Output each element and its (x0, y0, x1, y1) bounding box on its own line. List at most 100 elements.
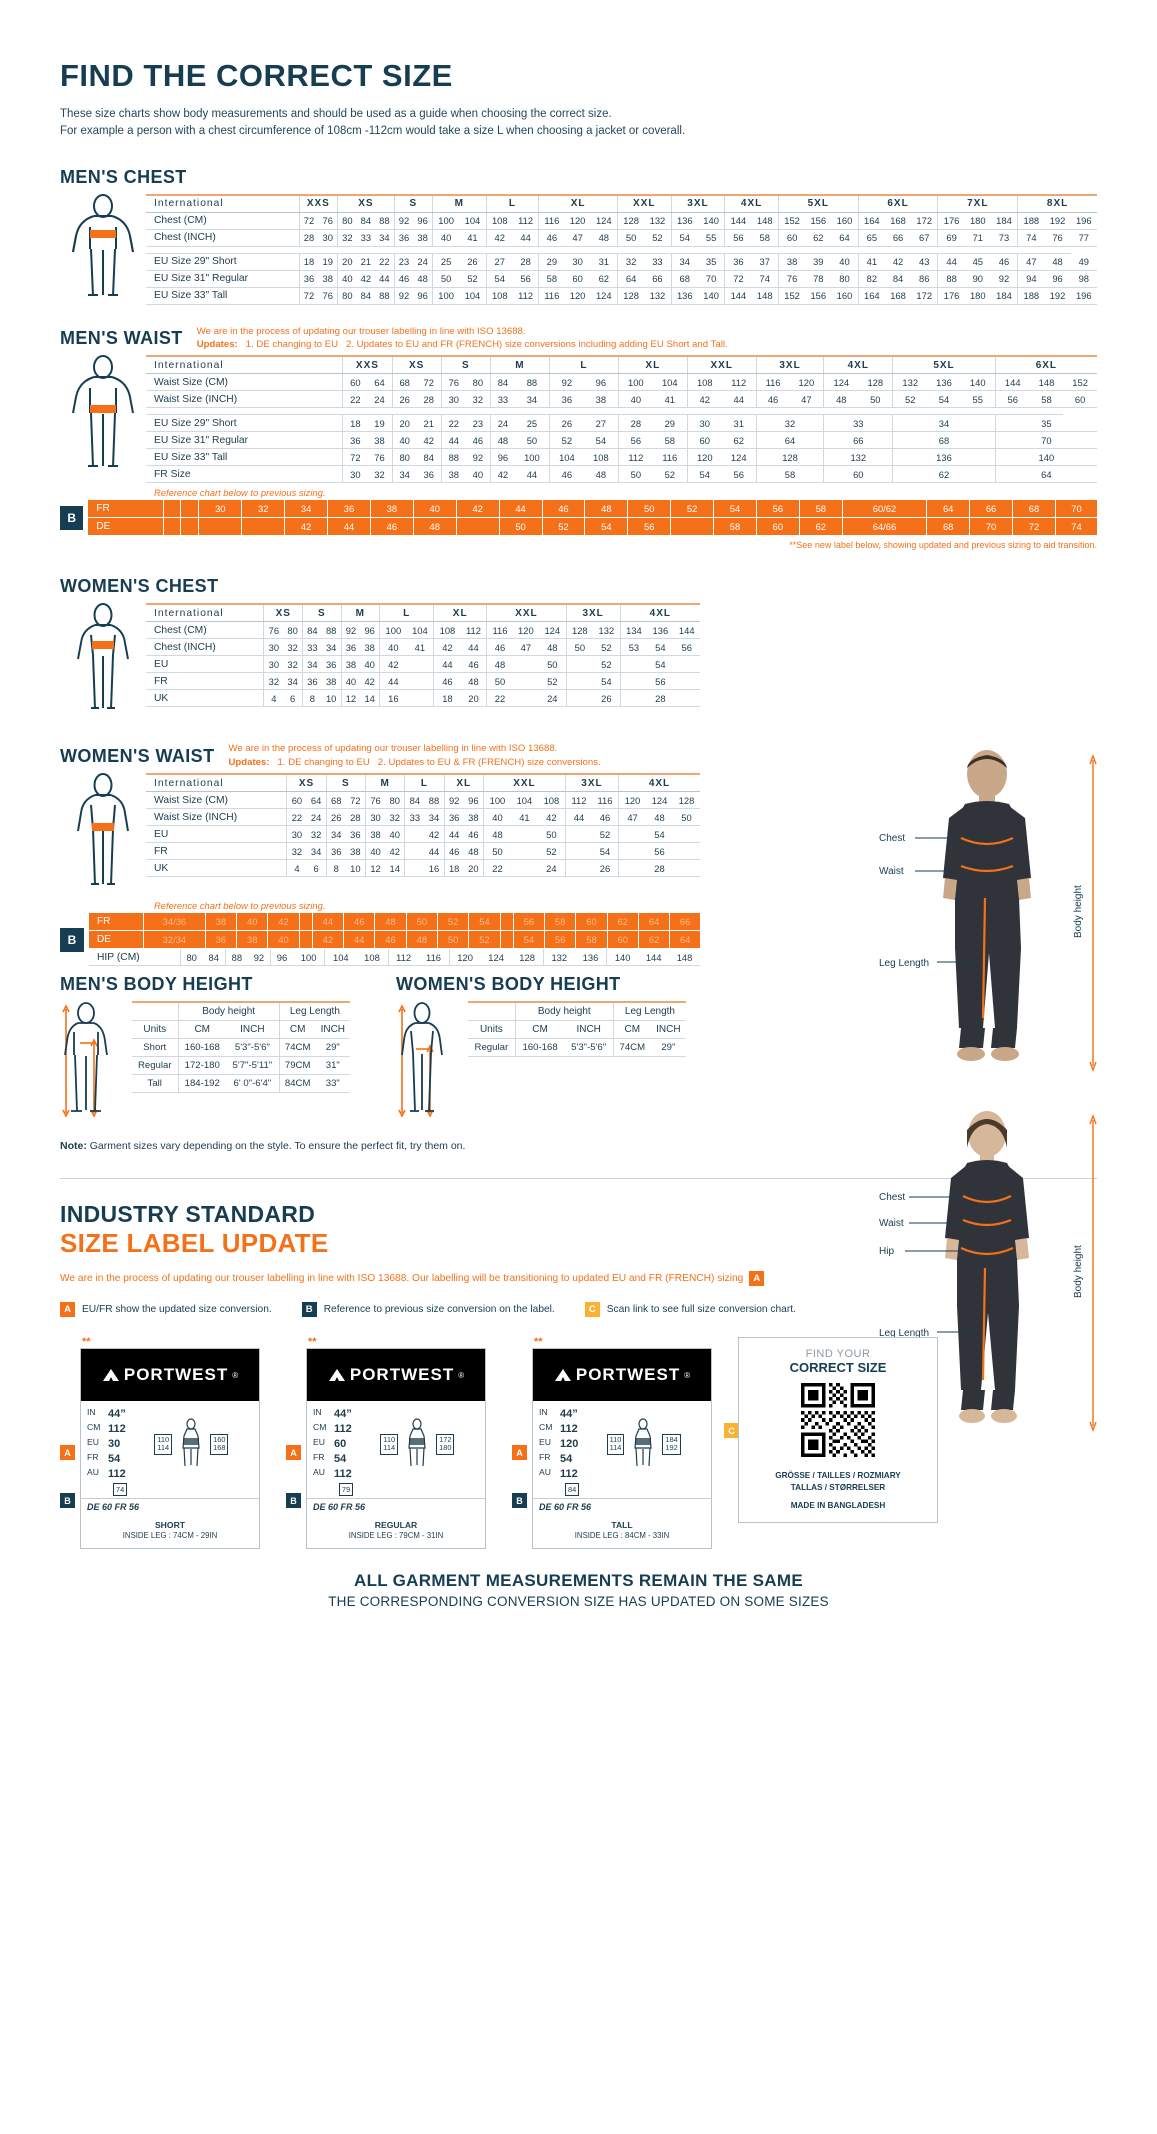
cell: 80 (385, 791, 405, 810)
cell: 94 (1017, 270, 1045, 288)
col-body-height: Body height (177, 1002, 280, 1022)
group-header: L (548, 356, 619, 375)
cell: 128 (616, 287, 645, 305)
cell: 58 (575, 930, 608, 950)
womens-waist-title: WOMEN'S WAIST (60, 746, 215, 767)
cell: 10 (321, 689, 342, 708)
cell: 44 (937, 253, 965, 271)
cell: 132 (823, 448, 893, 467)
mens-body-height-title: MEN'S BODY HEIGHT (60, 974, 253, 995)
label-footer: REGULAR INSIDE LEG : 79CM - 31IN (307, 1515, 485, 1548)
cell: 144 (724, 212, 752, 230)
cell: 84 (885, 270, 912, 288)
cell: 44 (379, 672, 407, 691)
cell: 88 (224, 949, 248, 967)
cell: 35 (697, 253, 725, 271)
cell (618, 842, 647, 861)
cell (404, 842, 425, 861)
cell: 84 (202, 949, 226, 967)
group-header: XXL (482, 774, 566, 793)
badge-a: A (60, 1445, 75, 1461)
portwest-logo-icon (328, 1369, 345, 1382)
cell: 80 (179, 949, 203, 967)
group-header: 7XL (937, 194, 1018, 213)
cell: 32 (616, 253, 645, 271)
cell: 34 (325, 825, 346, 844)
cell: 58 (1029, 390, 1064, 409)
cell (618, 825, 647, 844)
male-height-figure (60, 1001, 132, 1126)
cell (198, 517, 242, 537)
cell: 108 (583, 448, 619, 467)
waist-box: 110 114 (154, 1433, 173, 1455)
cell: 41 (652, 390, 688, 409)
size-key: FR (87, 1451, 99, 1462)
cell: 120 (789, 373, 824, 392)
cell: 36 (325, 842, 346, 861)
cell: 40 (482, 808, 511, 827)
label-body: IN 44” CM 112 EU 60 FR 54 AU 112 110 114 (307, 1401, 485, 1485)
cell: 54 (584, 517, 628, 537)
row-label: International (146, 774, 287, 793)
inner-leg-box: 74 (81, 1483, 259, 1498)
label-pictograms: 110 114 160 168 (130, 1407, 253, 1481)
cell: 28 (617, 414, 653, 433)
cell: 23 (393, 253, 414, 271)
cell (406, 672, 434, 691)
fr-label: FR (89, 913, 144, 932)
size-key: AU (87, 1466, 99, 1477)
cell: 36 (416, 465, 442, 484)
group-header: S (302, 604, 342, 623)
cell: 58 (652, 431, 688, 450)
cell: 62 (721, 431, 757, 450)
cell: 56 (673, 638, 700, 657)
cell: 38 (367, 431, 393, 450)
cell: 42 (686, 390, 722, 409)
cell: 6 (306, 859, 327, 878)
size-value: 54 (108, 1452, 121, 1465)
cell: 164 (857, 212, 885, 230)
closing-statement: ALL GARMENT MEASUREMENTS REMAIN THE SAME… (60, 1571, 1097, 1609)
garment-label-regular: ** PORTWEST ® IN 44” CM 112 EU 60 FR 54 AU 11… (286, 1337, 486, 1549)
legacy-de-fr: DE 60 FR 56 (533, 1497, 711, 1515)
col-body-height: Body height (514, 1002, 614, 1022)
cell: 30 (564, 253, 591, 271)
male-model-card: Chest Waist Leg Length Body height (879, 748, 1099, 1078)
cell: 50 (405, 913, 438, 932)
cell: 12 (340, 689, 361, 708)
table-row: Chest (CM) 76 80 84 88 92 96 100 104 108 112 116 120… (146, 621, 700, 640)
size-value: 44” (334, 1408, 352, 1421)
group-header: XXL (616, 194, 672, 213)
anno-leg-length: Leg Length (879, 958, 929, 969)
table-row: DE 42 44 46 48 50 52 54 56 58 60 62 64/66 68 70 72 74 (88, 517, 1097, 537)
cell: 44 (343, 930, 375, 950)
cell: 58 (538, 270, 565, 288)
cell: 60 (777, 229, 806, 247)
cell: 140 (697, 287, 725, 305)
cell (512, 655, 540, 674)
model-illustrations: Chest Waist Leg Length Body height (879, 748, 1099, 1438)
group-header: XXS (342, 356, 393, 375)
cell: 50 (514, 431, 550, 450)
cell: 46 (755, 390, 790, 409)
cell: 72 (1012, 517, 1056, 537)
anno-hip: Hip (879, 1246, 894, 1257)
key-b: B Reference to previous size conversion … (301, 1302, 555, 1318)
cell: 96 (463, 791, 484, 810)
cell: 49 (1070, 253, 1097, 271)
cell: 48 (463, 842, 484, 861)
qr-card[interactable]: FIND YOUR CORRECT SIZE (738, 1337, 938, 1523)
cell (512, 689, 540, 708)
female-height-figure (396, 1001, 468, 1126)
cell: 96 (413, 287, 433, 305)
cell: 54 (686, 465, 722, 484)
cell: 24 (367, 390, 393, 409)
cell: 100 (431, 212, 460, 230)
cell: 160 (831, 212, 859, 230)
cell: 54 (468, 913, 501, 932)
cell: 84 (416, 448, 442, 467)
cell: 192 (1044, 287, 1071, 305)
cell: 36 (345, 825, 366, 844)
cell: 40 (236, 913, 268, 932)
mens-waist-ref-note: Reference chart below to previous sizing… (154, 487, 326, 499)
